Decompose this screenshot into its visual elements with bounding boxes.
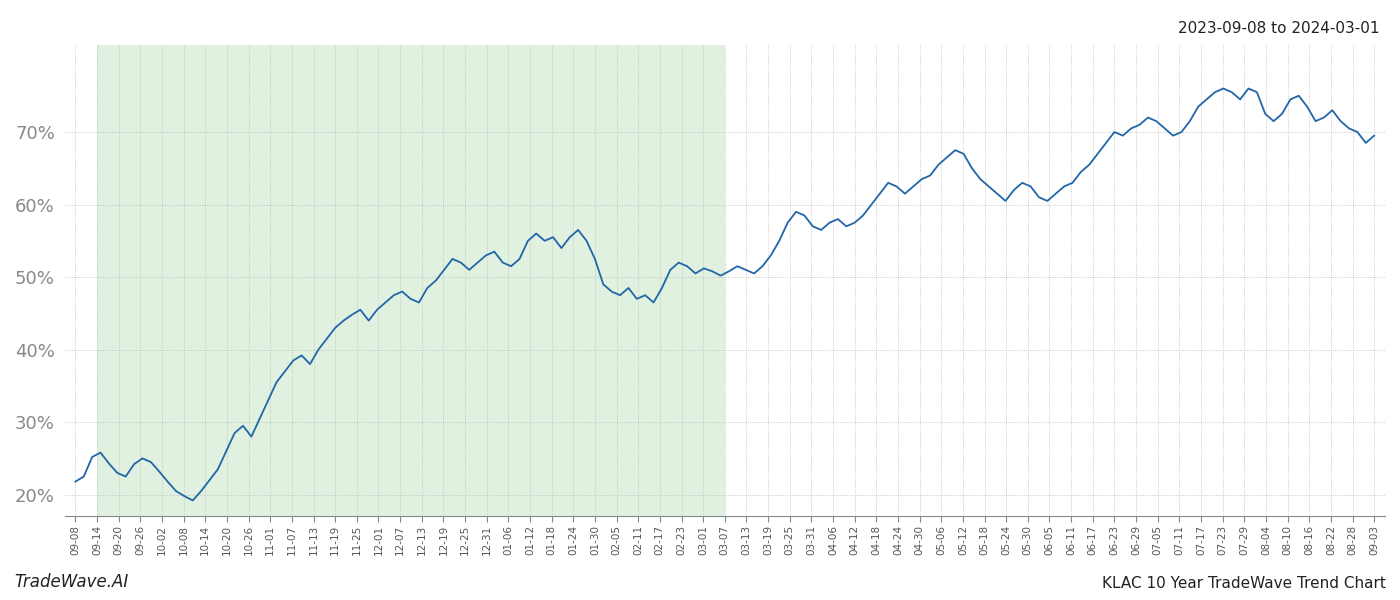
Text: TradeWave.AI: TradeWave.AI <box>14 573 129 591</box>
Bar <box>97 45 725 517</box>
Text: KLAC 10 Year TradeWave Trend Chart: KLAC 10 Year TradeWave Trend Chart <box>1102 576 1386 591</box>
Text: 2023-09-08 to 2024-03-01: 2023-09-08 to 2024-03-01 <box>1177 21 1379 36</box>
